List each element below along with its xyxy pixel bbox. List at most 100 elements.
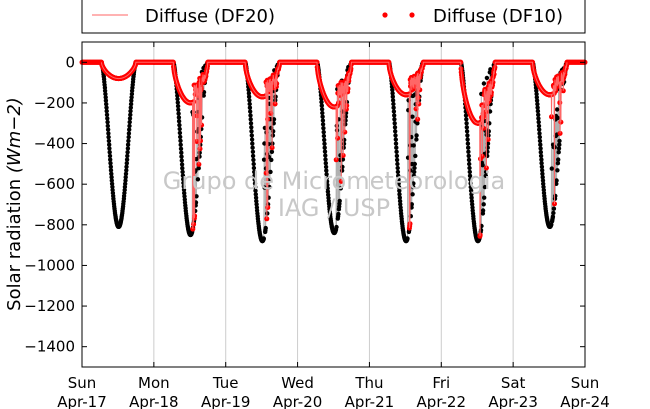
total-radiation-point: [392, 117, 397, 122]
total-radiation-point: [466, 145, 471, 150]
x-tick-label-date: Apr-17: [57, 393, 107, 409]
total-radiation-point: [248, 109, 253, 114]
total-radiation-point: [483, 169, 489, 175]
total-radiation-point: [394, 145, 399, 150]
total-radiation-point: [107, 153, 113, 159]
total-radiation-point: [465, 137, 470, 142]
total-radiation-point: [181, 180, 186, 186]
total-radiation-point: [554, 107, 560, 112]
y-tick-label: −1400: [24, 338, 75, 356]
total-radiation-point: [536, 123, 542, 129]
total-radiation-point: [539, 164, 545, 169]
total-radiation-point: [104, 108, 109, 114]
total-radiation-point: [555, 161, 561, 166]
total-radiation-point: [324, 168, 329, 173]
total-radiation-point: [538, 150, 543, 155]
total-radiation-point: [550, 214, 556, 219]
total-radiation-point: [396, 173, 401, 178]
total-radiation-point: [325, 186, 330, 191]
total-radiation-point: [486, 129, 491, 134]
total-radiation-point: [126, 131, 132, 136]
total-radiation-point: [534, 95, 539, 100]
y-axis-label: Solar radiation (Wm−2): [4, 97, 25, 311]
total-radiation-point: [410, 114, 415, 119]
total-radiation-point: [106, 131, 111, 136]
total-radiation-point: [127, 123, 132, 129]
total-radiation-point: [270, 133, 276, 138]
total-radiation-point: [105, 116, 110, 121]
total-radiation-point: [397, 198, 403, 204]
total-radiation-point: [325, 182, 330, 188]
total-radiation-point: [107, 146, 112, 151]
total-radiation-point: [181, 184, 186, 189]
total-radiation-point: [194, 194, 199, 199]
watermark-line-2: IAG / USP: [278, 194, 390, 222]
total-radiation-point: [246, 91, 252, 96]
total-radiation-point: [251, 157, 256, 163]
total-radiation-point: [125, 150, 130, 155]
total-radiation-point: [540, 178, 546, 183]
total-radiation-point: [195, 177, 201, 182]
total-radiation-point: [411, 173, 417, 178]
total-radiation-point: [128, 105, 133, 110]
total-radiation-point: [324, 172, 329, 177]
total-radiation-point: [341, 141, 347, 146]
x-tick-label-date: Apr-19: [201, 393, 251, 409]
total-radiation-point: [176, 119, 182, 124]
legend-label-df10: Diffuse (DF10): [433, 6, 563, 27]
legend-label-df20: Diffuse (DF20): [145, 6, 275, 27]
total-radiation-point: [125, 153, 130, 159]
total-radiation-point: [177, 130, 183, 136]
total-radiation-point: [124, 157, 130, 162]
total-radiation-point: [109, 178, 115, 183]
total-radiation-point: [411, 181, 416, 186]
x-tick-label-day: Sun: [571, 374, 600, 392]
total-radiation-point: [269, 157, 274, 163]
total-radiation-point: [324, 179, 330, 184]
legend-box: [81, 0, 586, 34]
total-radiation-point: [250, 153, 256, 159]
total-radiation-point: [247, 98, 252, 103]
y-tick-label: −1000: [24, 256, 75, 274]
total-radiation-point: [334, 128, 340, 133]
total-radiation-point: [465, 141, 471, 146]
x-tick-label-date: Apr-23: [488, 393, 538, 409]
total-radiation-point: [466, 153, 471, 159]
total-radiation-point: [414, 137, 419, 142]
axes: 0−200−400−600−800−1000−1200−1400SunApr-1…: [24, 42, 610, 409]
total-radiation-point: [176, 111, 181, 116]
total-radiation-point: [179, 154, 184, 159]
total-radiation-point: [481, 202, 486, 207]
diffuse-df20-line: [100, 61, 568, 237]
total-radiation-point: [109, 171, 114, 176]
total-radiation-point: [396, 184, 402, 190]
total-radiation-point: [180, 173, 186, 178]
total-radiation-point: [397, 188, 402, 193]
total-radiation-point: [321, 133, 327, 139]
total-radiation-point: [535, 108, 541, 114]
total-radiation-point: [539, 161, 544, 166]
total-radiation-point: [250, 141, 255, 146]
total-radiation-point: [254, 202, 259, 207]
total-radiation-point: [392, 113, 397, 118]
total-radiation-point: [248, 113, 253, 118]
total-radiation-point: [128, 108, 133, 114]
total-radiation-point: [320, 114, 325, 119]
total-radiation-point: [323, 153, 328, 158]
total-radiation-point: [467, 173, 473, 178]
total-radiation-point: [324, 175, 330, 181]
total-radiation-point: [411, 143, 416, 148]
total-radiation-point: [464, 117, 469, 122]
total-radiation-point: [182, 190, 187, 196]
total-radiation-point: [464, 129, 470, 134]
total-radiation-point: [540, 168, 545, 173]
total-radiation-point: [250, 145, 255, 150]
total-radiation-point: [535, 105, 540, 110]
legend-marker-df10-2: [409, 12, 415, 18]
total-radiation-point: [556, 146, 562, 151]
total-radiation-point: [320, 118, 326, 123]
y-tick-label: −800: [34, 216, 75, 234]
total-radiation-point: [107, 142, 112, 147]
total-radiation-point: [485, 153, 490, 159]
